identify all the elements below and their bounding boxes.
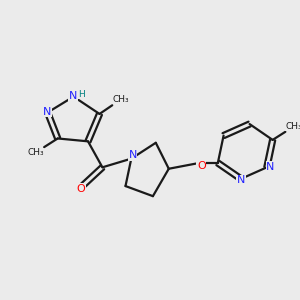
- Text: N: N: [237, 175, 245, 185]
- Text: N: N: [266, 162, 275, 172]
- Text: H: H: [78, 90, 85, 99]
- Text: O: O: [197, 161, 206, 171]
- Text: CH₃: CH₃: [27, 148, 44, 158]
- Text: N: N: [69, 91, 77, 101]
- Text: O: O: [76, 184, 85, 194]
- Text: N: N: [128, 150, 137, 160]
- Text: N: N: [43, 107, 51, 117]
- Text: CH₃: CH₃: [285, 122, 300, 130]
- Text: CH₃: CH₃: [112, 95, 129, 104]
